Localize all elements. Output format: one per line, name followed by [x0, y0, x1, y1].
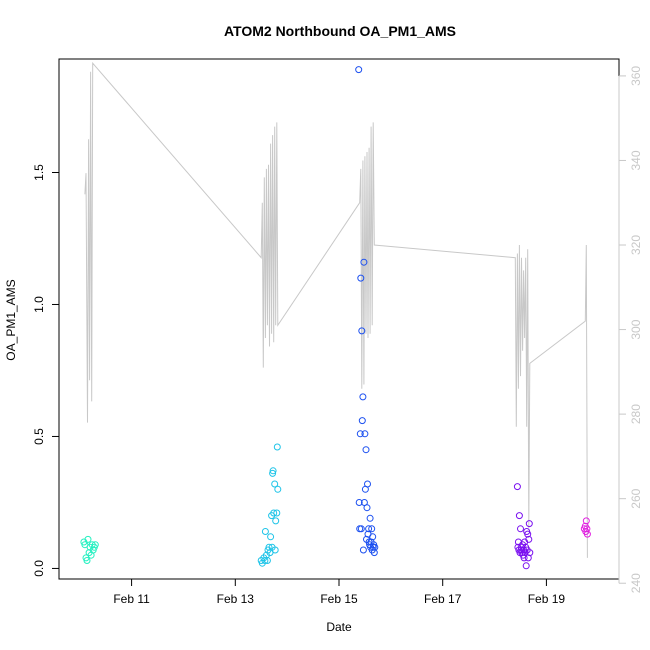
chart-title: ATOM2 Northbound OA_PM1_AMS — [224, 23, 456, 39]
data-point — [355, 66, 363, 74]
data-point — [364, 480, 371, 488]
data-point — [358, 327, 366, 335]
x-axis-label: Date — [326, 620, 352, 634]
data-point — [365, 525, 373, 533]
y2-tick-label: 340 — [629, 150, 643, 170]
x-tick-label: Feb 19 — [528, 592, 566, 606]
data-point — [274, 485, 282, 493]
data-point — [263, 557, 271, 564]
data-point — [370, 549, 378, 557]
data-point — [369, 533, 377, 541]
data-point — [273, 443, 281, 451]
data-point — [582, 517, 590, 525]
data-point — [363, 504, 371, 512]
y2-tick-label: 240 — [629, 573, 643, 593]
data-point — [271, 546, 279, 554]
secondary-trace-layer — [84, 61, 588, 558]
x-tick-label: Feb 13 — [217, 592, 255, 606]
data-point — [357, 274, 365, 282]
data-point — [371, 543, 379, 551]
data-point — [583, 525, 591, 533]
y-axis-left: 0.0 0.5 1.0 1.5 — [32, 164, 60, 577]
secondary-trace-line — [84, 61, 588, 558]
data-point — [522, 562, 530, 570]
data-point — [84, 535, 92, 543]
data-point — [360, 258, 368, 266]
data-point — [513, 483, 521, 491]
data-point — [267, 533, 275, 541]
y-tick-label: 1.5 — [32, 164, 46, 181]
y-tick-label: 0.5 — [32, 428, 46, 445]
y2-tick-label: 260 — [629, 488, 643, 508]
data-point — [265, 543, 273, 551]
data-point — [272, 517, 280, 525]
data-point — [270, 509, 278, 517]
data-point — [359, 546, 367, 554]
data-point — [366, 514, 374, 522]
data-point — [261, 528, 269, 535]
x-tick-label: Feb 17 — [424, 592, 462, 606]
data-point — [91, 541, 99, 549]
data-point — [361, 430, 369, 438]
y-tick-label: 0.0 — [32, 560, 46, 577]
data-point — [356, 430, 364, 438]
data-point — [525, 520, 533, 528]
y-axis-right: 240 260 280 300 320 340 360 — [618, 66, 643, 593]
y-tick-label: 1.0 — [32, 296, 46, 313]
data-point — [517, 525, 524, 533]
data-point — [359, 393, 367, 401]
data-point — [526, 549, 534, 557]
data-point — [269, 467, 277, 475]
x-tick-label: Feb 15 — [320, 592, 358, 606]
x-axis: Feb 11 Feb 13 Feb 15 Feb 17 Feb 19 — [113, 578, 566, 606]
data-point — [269, 469, 277, 477]
data-point — [357, 525, 365, 533]
data-point — [524, 530, 532, 538]
data-point — [583, 530, 591, 538]
y2-tick-label: 320 — [629, 235, 643, 255]
data-point — [525, 535, 533, 543]
y2-tick-label: 280 — [629, 404, 643, 424]
data-point — [368, 525, 376, 533]
data-point — [271, 480, 279, 488]
y2-tick-label: 360 — [629, 66, 643, 86]
data-points-layer — [80, 66, 591, 570]
y-axis-label: OA_PM1_AMS — [4, 279, 18, 360]
y2-tick-label: 300 — [629, 319, 643, 339]
data-point — [83, 557, 91, 564]
x-tick-label: Feb 11 — [113, 592, 150, 606]
data-point — [358, 417, 366, 425]
data-point — [362, 446, 370, 454]
data-point — [515, 512, 523, 520]
data-point — [355, 499, 363, 506]
data-point — [273, 509, 281, 517]
data-point — [520, 554, 528, 562]
